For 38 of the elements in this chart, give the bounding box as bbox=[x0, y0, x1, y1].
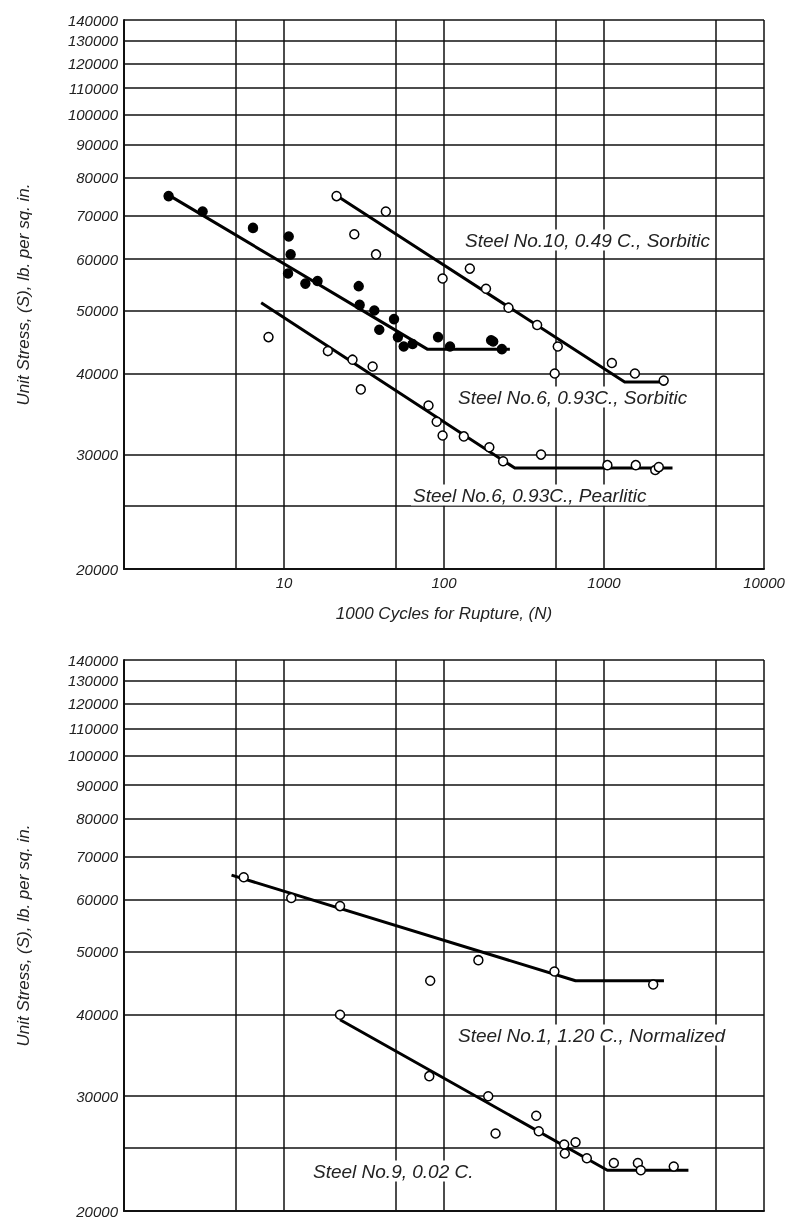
y-tick-label: 110000 bbox=[69, 719, 119, 737]
annotation: Steel No.9, 0.02 C. bbox=[313, 1160, 474, 1182]
y-tick-label: 100000 bbox=[67, 106, 119, 124]
y-tick-label: 20000 bbox=[75, 560, 119, 578]
y-tick-label: 50000 bbox=[76, 301, 119, 319]
y-tick-label: 80000 bbox=[76, 809, 119, 827]
y-tick-label: 140000 bbox=[67, 651, 119, 669]
y-tick-label: 50000 bbox=[76, 943, 119, 961]
y-axis-title: Unit Stress, (S), lb. per sq. in. bbox=[14, 824, 33, 1047]
y-tick-label: 40000 bbox=[76, 364, 119, 382]
y-tick-label: 90000 bbox=[76, 136, 119, 154]
y-tick-label: 130000 bbox=[67, 32, 119, 50]
y-axis-title: Unit Stress, (S), lb. per sq. in. bbox=[14, 183, 33, 406]
x-tick-label: 1000 bbox=[587, 574, 622, 591]
x-axis-title: 1000 Cycles for Rupture, (N) bbox=[335, 604, 553, 623]
y-tick-label: 140000 bbox=[67, 11, 119, 29]
annotation: Steel No.1, 1.20 C., Normalized bbox=[458, 1024, 727, 1046]
annotation: Steel No.6, 0.93C., Sorbitic bbox=[458, 386, 688, 408]
y-tick-label: 120000 bbox=[67, 54, 119, 72]
x-tick-label: 10 bbox=[275, 574, 293, 591]
annotation: Steel No.10, 0.49 C., Sorbitic bbox=[465, 229, 711, 251]
y-tick-label: 30000 bbox=[76, 446, 119, 464]
y-tick-label: 80000 bbox=[76, 169, 119, 187]
y-tick-label: 40000 bbox=[76, 1006, 119, 1024]
y-tick-label: 130000 bbox=[67, 672, 119, 690]
y-tick-label: 110000 bbox=[69, 79, 119, 97]
y-tick-label: 70000 bbox=[76, 847, 119, 865]
x-tick-label: 100 bbox=[431, 574, 458, 591]
y-tick-label: 100000 bbox=[67, 746, 119, 764]
y-tick-label: 70000 bbox=[76, 207, 119, 225]
y-tick-label: 30000 bbox=[76, 1087, 119, 1105]
y-tick-label: 120000 bbox=[67, 695, 119, 713]
y-tick-label: 60000 bbox=[76, 891, 119, 909]
x-tick-label: 10000 bbox=[743, 574, 786, 591]
y-tick-label: 60000 bbox=[76, 250, 119, 268]
annotation: Steel No.6, 0.93C., Pearlitic bbox=[413, 484, 647, 506]
y-tick-label: 20000 bbox=[75, 1202, 119, 1219]
y-tick-label: 90000 bbox=[76, 776, 119, 794]
